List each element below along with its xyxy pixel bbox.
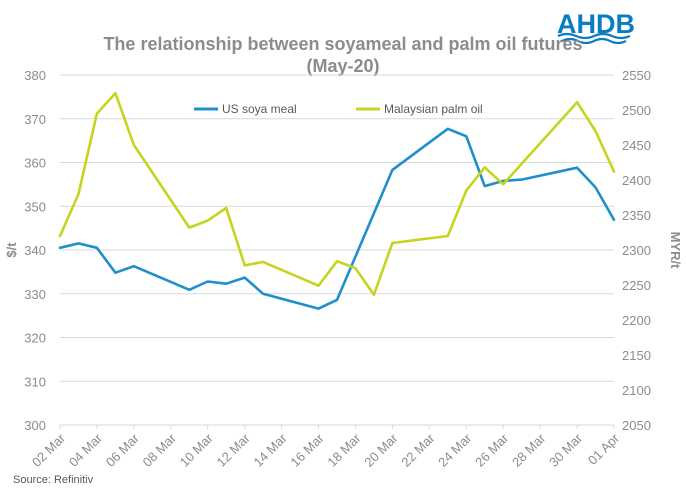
x-tick-label: 20 Mar	[361, 430, 401, 470]
y2-tick-label: 2350	[622, 208, 651, 223]
chart-subtitle: (May-20)	[306, 56, 379, 76]
y-tick-label: 340	[24, 243, 46, 258]
y2-tick-label: 2500	[622, 103, 651, 118]
left-axis-ticks: 300 310 320 330 340 350 360 370 380	[24, 68, 46, 433]
x-tick-label: 30 Mar	[546, 430, 586, 470]
x-tick-label: 04 Mar	[66, 430, 106, 470]
series-lines	[58, 91, 616, 310]
legend: US soya meal Malaysian palm oil	[194, 102, 483, 116]
x-tick-label: 24 Mar	[435, 430, 475, 470]
y-tick-label: 350	[24, 199, 46, 214]
ahdb-logo: AHDB	[557, 9, 635, 45]
x-tick-label: 16 Mar	[287, 430, 327, 470]
series-line-us-soya-meal	[58, 127, 616, 310]
y2-tick-label: 2200	[622, 313, 651, 328]
x-tick-label: 12 Mar	[214, 430, 254, 470]
series-line-malaysian-palm-oil	[58, 91, 616, 297]
y-tick-label: 370	[24, 112, 46, 127]
y2-tick-label: 2300	[622, 243, 651, 258]
y-axis-label: $/t	[4, 242, 19, 258]
y-tick-label: 380	[24, 68, 46, 83]
x-tick-label: 28 Mar	[509, 430, 549, 470]
y2-tick-label: 2050	[622, 418, 651, 433]
y2-tick-label: 2550	[622, 68, 651, 83]
y2-tick-label: 2400	[622, 173, 651, 188]
source-note: Source: Refinitiv	[13, 474, 94, 486]
x-tick-label: 14 Mar	[250, 430, 290, 470]
y-tick-label: 310	[24, 374, 46, 389]
legend-label-us-soya-meal: US soya meal	[222, 102, 297, 116]
gridlines	[60, 74, 614, 382]
x-tick-label: 01 Apr	[585, 430, 623, 468]
y2-tick-label: 2100	[622, 383, 651, 398]
y-tick-label: 360	[24, 156, 46, 171]
chart-title: The relationship between soyameal and pa…	[103, 34, 582, 54]
y2-tick-label: 2250	[622, 278, 651, 293]
x-tick-label: 18 Mar	[324, 430, 364, 470]
right-axis-ticks: 2050 2100 2150 2200 2250 2300 2350 2400 2450 2500…	[622, 68, 651, 433]
y-tick-label: 300	[24, 418, 46, 433]
x-tick-label: 26 Mar	[472, 430, 512, 470]
y2-tick-label: 2450	[622, 138, 651, 153]
y2-axis-label: MYR/t	[668, 232, 683, 270]
y-tick-label: 320	[24, 331, 46, 346]
y-tick-label: 330	[24, 287, 46, 302]
legend-label-malaysian-palm-oil: Malaysian palm oil	[384, 102, 483, 116]
x-tick-label: 06 Mar	[103, 430, 143, 470]
x-tick-label: 22 Mar	[398, 430, 438, 470]
logo-waves-icon	[557, 32, 631, 45]
y2-tick-label: 2150	[622, 348, 651, 363]
x-tick-label: 10 Mar	[177, 430, 217, 470]
x-tick-label: 08 Mar	[140, 430, 180, 470]
x-tick-label: 02 Mar	[29, 430, 69, 470]
